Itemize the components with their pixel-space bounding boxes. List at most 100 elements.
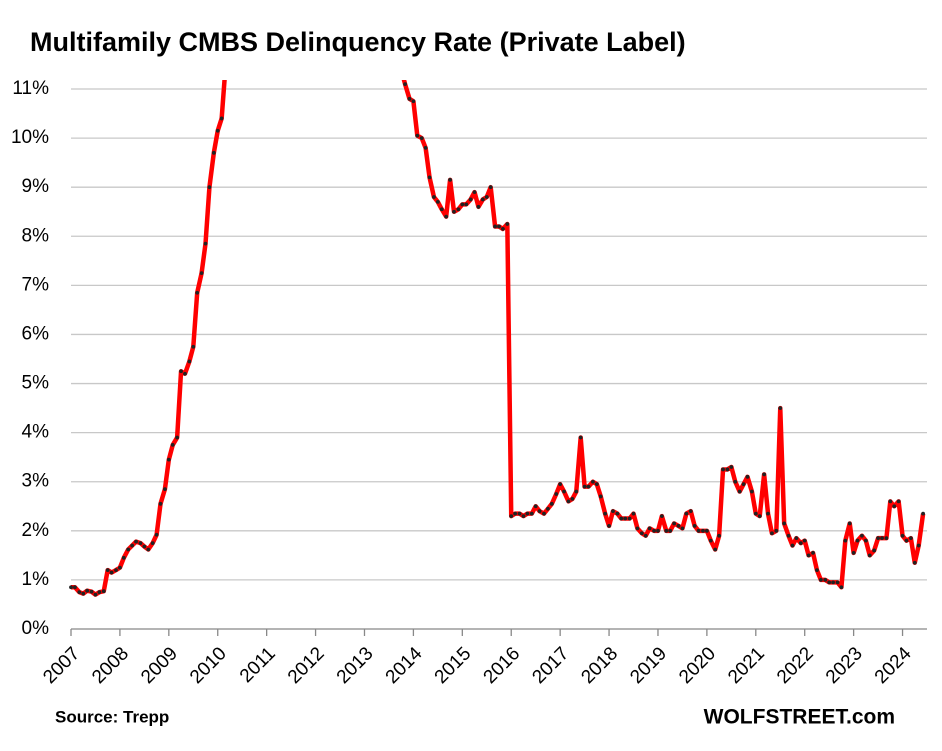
data-point — [656, 528, 660, 533]
data-point — [586, 484, 591, 489]
data-point — [435, 200, 440, 204]
data-point — [713, 547, 718, 552]
data-point — [688, 509, 693, 514]
plot-area — [69, 4, 926, 597]
data-point — [121, 555, 126, 560]
data-point — [448, 177, 452, 182]
x-tick-label: 2020 — [675, 643, 720, 688]
x-tick-label: 2023 — [822, 643, 867, 688]
x-tick-label: 2017 — [528, 643, 573, 688]
x-tick-label: 2013 — [333, 643, 378, 688]
data-point — [737, 489, 742, 494]
data-point — [578, 435, 583, 440]
x-tick-label: 2010 — [186, 643, 231, 688]
x-tick-label: 2015 — [431, 643, 476, 688]
y-tick-label: 7% — [22, 274, 50, 295]
data-point — [672, 521, 677, 526]
x-tick-label: 2011 — [236, 643, 280, 687]
data-point — [73, 585, 77, 590]
data-point — [542, 511, 546, 516]
data-point — [570, 497, 575, 501]
data-point — [757, 514, 762, 518]
data-point — [867, 553, 872, 558]
x-tick-label: 2024 — [871, 643, 916, 688]
data-point — [643, 533, 648, 538]
data-point — [741, 482, 746, 487]
data-point — [109, 570, 114, 575]
data-point — [749, 489, 754, 494]
data-point — [215, 128, 220, 133]
y-tick-label: 8% — [22, 225, 50, 246]
data-point — [375, 4, 379, 8]
data-point — [786, 533, 791, 538]
data-point — [692, 524, 697, 528]
data-point — [407, 96, 412, 101]
data-point — [154, 532, 159, 537]
data-point — [652, 528, 656, 533]
data-point — [872, 548, 877, 553]
data-point — [207, 185, 212, 190]
data-point — [627, 516, 632, 521]
data-point — [549, 501, 554, 506]
data-point — [762, 472, 767, 477]
data-point — [843, 538, 848, 543]
data-point — [884, 536, 889, 541]
data-point — [794, 536, 799, 541]
data-point — [97, 590, 102, 595]
data-point — [444, 214, 449, 219]
data-point — [566, 499, 571, 504]
data-point — [211, 150, 216, 155]
data-point — [105, 568, 110, 572]
data-point — [704, 528, 709, 533]
source: Source: Trepp — [55, 707, 169, 726]
data-line — [71, 80, 926, 597]
data-point — [582, 484, 587, 489]
data-point — [138, 541, 143, 545]
data-point — [468, 197, 473, 202]
data-point — [721, 467, 725, 472]
data-point — [118, 565, 122, 570]
chart-title: Multifamily CMBS Delinquency Rate (Priva… — [30, 27, 686, 57]
data-point — [411, 99, 416, 104]
y-tick-label: 5% — [22, 373, 50, 394]
data-point — [537, 509, 542, 514]
data-point — [521, 514, 526, 518]
data-point — [199, 271, 204, 275]
data-point — [880, 536, 884, 541]
data-point — [921, 511, 925, 516]
x-tick-label: 2019 — [626, 643, 671, 688]
data-point — [439, 207, 444, 212]
data-point — [464, 202, 469, 207]
data-point — [806, 553, 811, 558]
data-point — [101, 589, 106, 594]
data-point — [191, 344, 196, 349]
y-tick-label: 10% — [11, 127, 49, 148]
data-point — [835, 580, 840, 585]
data-point — [175, 435, 180, 440]
data-point — [562, 489, 566, 494]
data-point — [480, 197, 485, 202]
data-point — [647, 526, 652, 531]
data-point — [158, 501, 163, 506]
data-point — [501, 227, 505, 231]
y-tick-label: 4% — [22, 422, 50, 443]
data-point — [680, 526, 685, 531]
x-tick-label: 2009 — [137, 643, 182, 688]
data-point — [558, 482, 563, 487]
data-point — [823, 578, 828, 582]
data-point — [529, 511, 534, 516]
x-tick-label: 2022 — [773, 643, 818, 688]
data-point — [472, 190, 477, 194]
data-point — [554, 492, 559, 496]
data-point — [77, 590, 82, 595]
data-point — [399, 67, 403, 71]
data-point — [753, 511, 758, 516]
data-point — [701, 528, 705, 533]
y-tick-label: 3% — [22, 471, 50, 492]
data-point — [89, 589, 94, 594]
data-point — [631, 511, 636, 516]
data-point — [770, 531, 774, 536]
y-tick-label: 1% — [22, 569, 50, 590]
data-point — [484, 195, 489, 199]
data-point — [818, 578, 823, 582]
